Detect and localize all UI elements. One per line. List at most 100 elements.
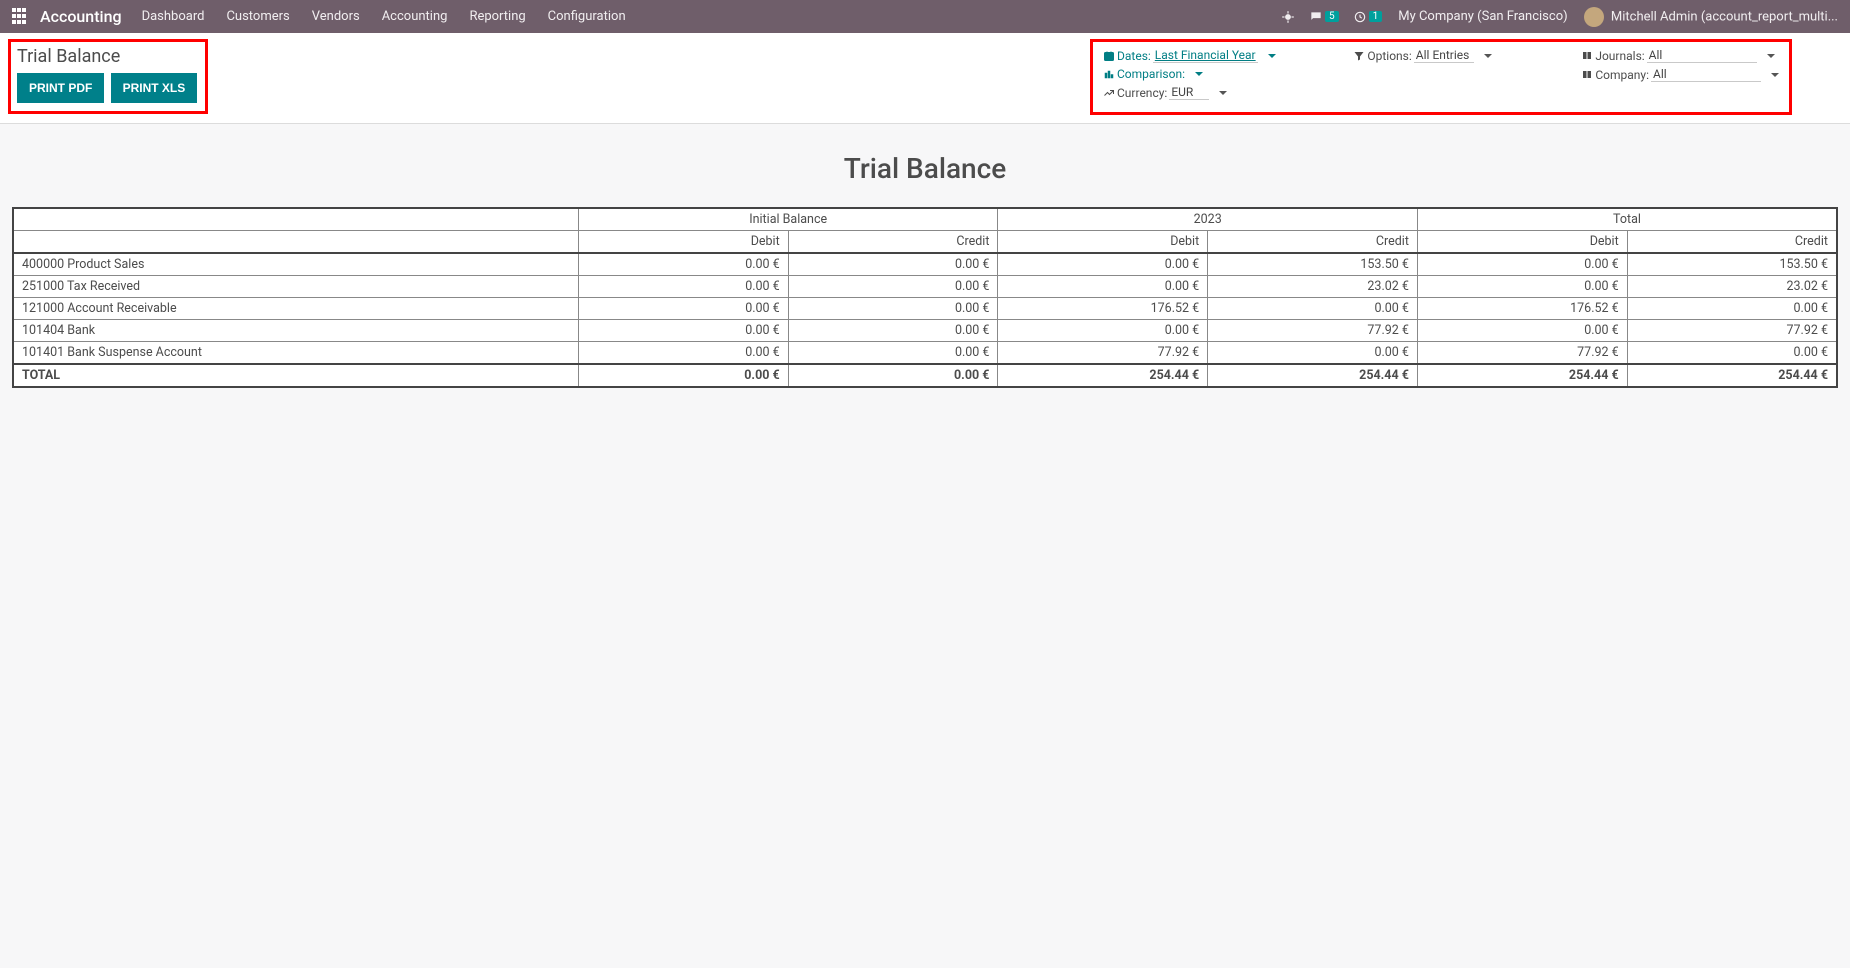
- table-row[interactable]: 400000 Product Sales 0.00 € 0.00 € 0.00 …: [13, 253, 1837, 276]
- cell: 153.50 €: [1627, 253, 1837, 276]
- nav-link-configuration[interactable]: Configuration: [548, 9, 626, 24]
- col-debit: Debit: [1417, 231, 1627, 254]
- systray: 5 1: [1281, 10, 1382, 24]
- user-menu[interactable]: Mitchell Admin (account_report_multi...: [1584, 7, 1838, 27]
- cell: 0.00 €: [578, 253, 788, 276]
- chevron-down-icon: [1767, 54, 1775, 58]
- journals-label: Journals:: [1595, 49, 1644, 63]
- col-credit: Credit: [1208, 231, 1418, 254]
- cell: 254.44 €: [1627, 364, 1837, 387]
- table-row[interactable]: 101401 Bank Suspense Account 0.00 € 0.00…: [13, 342, 1837, 365]
- dates-label: Dates:: [1117, 49, 1151, 63]
- filter-company[interactable]: Company: All: [1581, 67, 1779, 82]
- currency-label: Currency:: [1117, 86, 1167, 100]
- table-row-total: TOTAL 0.00 € 0.00 € 254.44 € 254.44 € 25…: [13, 364, 1837, 387]
- control-panel: Trial Balance PRINT PDF PRINT XLS Dates:…: [0, 33, 1850, 124]
- cell: 176.52 €: [998, 298, 1208, 320]
- activities-icon[interactable]: 1: [1353, 10, 1383, 24]
- cell-account: 400000 Product Sales: [13, 253, 578, 276]
- company-value: All: [1651, 67, 1761, 82]
- nav-link-vendors[interactable]: Vendors: [312, 9, 360, 24]
- col-credit: Credit: [1627, 231, 1837, 254]
- company-label: Company:: [1595, 68, 1649, 82]
- book-icon: [1581, 50, 1593, 62]
- cell: 0.00 €: [578, 276, 788, 298]
- cell: 0.00 €: [1627, 342, 1837, 365]
- chevron-down-icon: [1195, 72, 1203, 76]
- filter-options[interactable]: Options: All Entries: [1353, 48, 1577, 63]
- cell: 0.00 €: [578, 320, 788, 342]
- debugger-icon[interactable]: [1281, 10, 1295, 24]
- col-debit: Debit: [578, 231, 788, 254]
- book-icon: [1581, 69, 1593, 81]
- calendar-icon: [1103, 50, 1115, 62]
- cell: 254.44 €: [998, 364, 1208, 387]
- chevron-down-icon: [1484, 54, 1492, 58]
- cell: 0.00 €: [788, 342, 998, 365]
- cell: 0.00 €: [998, 253, 1208, 276]
- table-row[interactable]: 251000 Tax Received 0.00 € 0.00 € 0.00 €…: [13, 276, 1837, 298]
- filter-dates[interactable]: Dates: Last Financial Year: [1103, 48, 1349, 63]
- filter-journals[interactable]: Journals: All: [1581, 48, 1779, 63]
- page-title: Trial Balance: [17, 46, 197, 67]
- currency-value: EUR: [1169, 85, 1209, 100]
- activities-badge: 1: [1369, 11, 1383, 22]
- cell: 176.52 €: [1417, 298, 1627, 320]
- col-debit: Debit: [998, 231, 1208, 254]
- nav-link-reporting[interactable]: Reporting: [469, 9, 525, 24]
- cell: 0.00 €: [578, 342, 788, 365]
- cell: 0.00 €: [1627, 298, 1837, 320]
- cell-account: 101404 Bank: [13, 320, 578, 342]
- chevron-down-icon: [1219, 91, 1227, 95]
- avatar: [1584, 7, 1604, 27]
- filter-currency[interactable]: Currency: EUR: [1103, 85, 1349, 100]
- options-value: All Entries: [1414, 48, 1474, 63]
- filter-comparison[interactable]: Comparison:: [1103, 67, 1349, 81]
- cell: 0.00 €: [788, 320, 998, 342]
- cell: 0.00 €: [788, 364, 998, 387]
- table-row[interactable]: 121000 Account Receivable 0.00 € 0.00 € …: [13, 298, 1837, 320]
- print-pdf-button[interactable]: PRINT PDF: [17, 73, 104, 103]
- cell: 0.00 €: [788, 253, 998, 276]
- group-blank: [13, 208, 578, 231]
- cell-account: TOTAL: [13, 364, 578, 387]
- company-switcher[interactable]: My Company (San Francisco): [1398, 9, 1567, 24]
- table-header-groups: Initial Balance 2023 Total: [13, 208, 1837, 231]
- group-year: 2023: [998, 208, 1418, 231]
- cell: 77.92 €: [1627, 320, 1837, 342]
- highlight-box-left: Trial Balance PRINT PDF PRINT XLS: [8, 39, 208, 114]
- bar-chart-icon: [1103, 68, 1115, 80]
- table-header-sub: Debit Credit Debit Credit Debit Credit: [13, 231, 1837, 254]
- col-account: [13, 231, 578, 254]
- cell: 77.92 €: [1208, 320, 1418, 342]
- nav-links: Dashboard Customers Vendors Accounting R…: [142, 9, 626, 24]
- table-row[interactable]: 101404 Bank 0.00 € 0.00 € 0.00 € 77.92 €…: [13, 320, 1837, 342]
- report-title: Trial Balance: [12, 152, 1838, 185]
- cell-account: 121000 Account Receivable: [13, 298, 578, 320]
- cell-account: 251000 Tax Received: [13, 276, 578, 298]
- options-label: Options:: [1367, 49, 1411, 63]
- nav-link-accounting[interactable]: Accounting: [382, 9, 448, 24]
- cell: 0.00 €: [788, 276, 998, 298]
- cell: 0.00 €: [788, 298, 998, 320]
- nav-brand[interactable]: Accounting: [40, 7, 122, 26]
- discuss-badge: 5: [1325, 11, 1339, 22]
- nav-link-customers[interactable]: Customers: [226, 9, 289, 24]
- nav-link-dashboard[interactable]: Dashboard: [142, 9, 205, 24]
- cell: 0.00 €: [998, 276, 1208, 298]
- discuss-icon[interactable]: 5: [1309, 10, 1339, 24]
- cp-left: Trial Balance PRINT PDF PRINT XLS: [8, 39, 208, 113]
- filter-icon: [1353, 50, 1365, 62]
- apps-icon[interactable]: [12, 8, 30, 26]
- cell: 23.02 €: [1627, 276, 1837, 298]
- cell: 0.00 €: [578, 298, 788, 320]
- cell: 77.92 €: [998, 342, 1208, 365]
- cell: 0.00 €: [1417, 320, 1627, 342]
- comparison-label: Comparison:: [1117, 67, 1185, 81]
- trial-balance-table: Initial Balance 2023 Total Debit Credit …: [12, 207, 1838, 388]
- print-xls-button[interactable]: PRINT XLS: [111, 73, 198, 103]
- cell: 0.00 €: [1417, 253, 1627, 276]
- cell-account: 101401 Bank Suspense Account: [13, 342, 578, 365]
- user-name: Mitchell Admin (account_report_multi...: [1611, 9, 1838, 24]
- group-total: Total: [1417, 208, 1837, 231]
